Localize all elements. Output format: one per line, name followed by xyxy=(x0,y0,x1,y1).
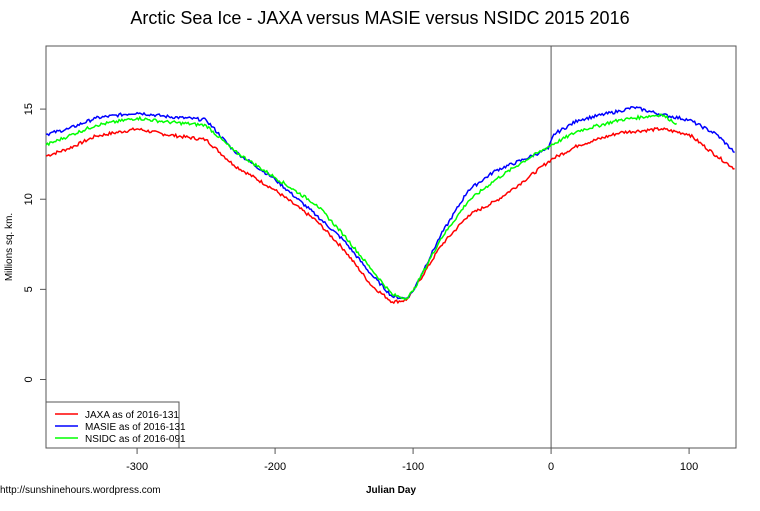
series-line-nsidc xyxy=(45,113,677,301)
x-tick-label: 100 xyxy=(680,461,698,473)
legend-box xyxy=(45,401,180,449)
x-tick-label: -300 xyxy=(126,461,148,473)
legend-label: NSIDC as of 2016-091 xyxy=(85,434,186,445)
chart-title: Arctic Sea Ice - JAXA versus MASIE versu… xyxy=(130,8,629,28)
y-tick-label: 10 xyxy=(23,193,35,205)
x-tick-label: 0 xyxy=(548,461,554,473)
y-tick-label: 5 xyxy=(23,286,35,292)
x-tick-label: -100 xyxy=(402,461,424,473)
series-line-jaxa xyxy=(45,126,735,305)
x-axis-label: Julian Day xyxy=(366,485,416,496)
plot-frame xyxy=(45,45,737,449)
y-tick-label: 15 xyxy=(23,103,35,115)
y-axis-label: Millions sq. km. xyxy=(4,213,15,281)
legend-label: MASIE as of 2016-131 xyxy=(85,422,186,433)
axes: -300 -200 -100 0 100 0 5 10 15 xyxy=(23,103,698,473)
series-line-masie xyxy=(45,106,735,300)
y-tick-label: 0 xyxy=(23,376,35,382)
x-tick-label: -200 xyxy=(264,461,286,473)
plot-marks xyxy=(45,46,735,448)
legend-label: JAXA as of 2016-131 xyxy=(85,410,179,421)
source-url[interactable]: http://sunshinehours.wordpress.com xyxy=(0,485,161,496)
